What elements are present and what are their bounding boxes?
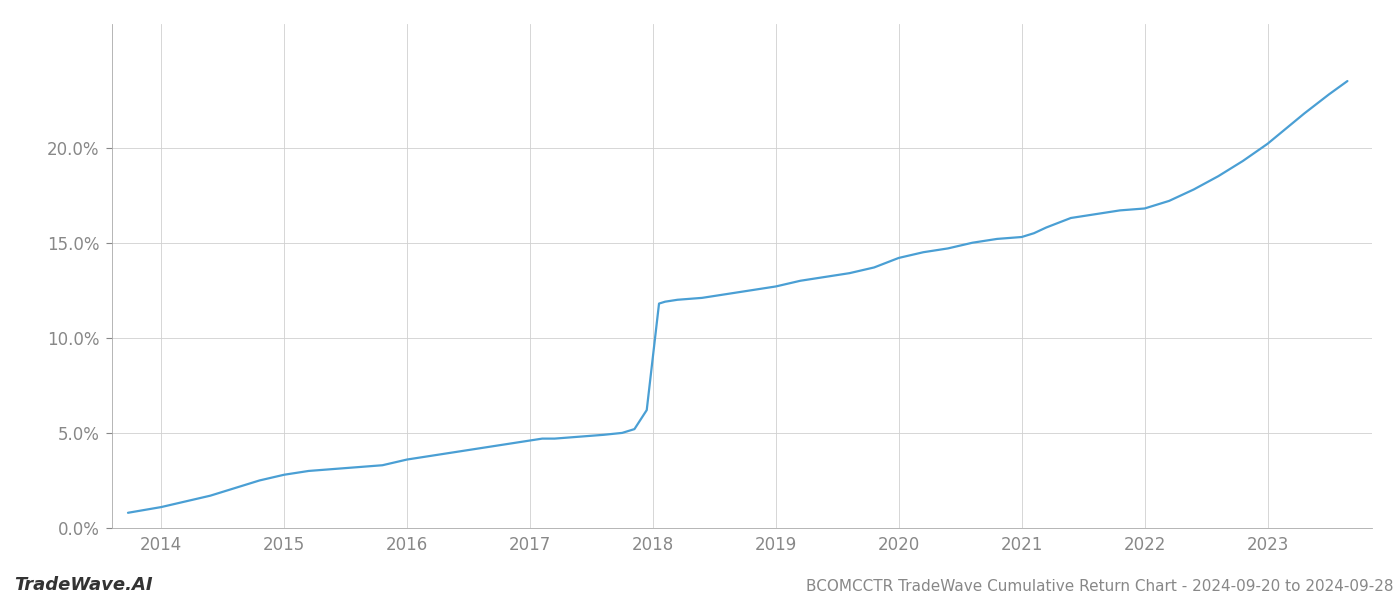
Text: BCOMCCTR TradeWave Cumulative Return Chart - 2024-09-20 to 2024-09-28: BCOMCCTR TradeWave Cumulative Return Cha… bbox=[805, 579, 1393, 594]
Text: TradeWave.AI: TradeWave.AI bbox=[14, 576, 153, 594]
